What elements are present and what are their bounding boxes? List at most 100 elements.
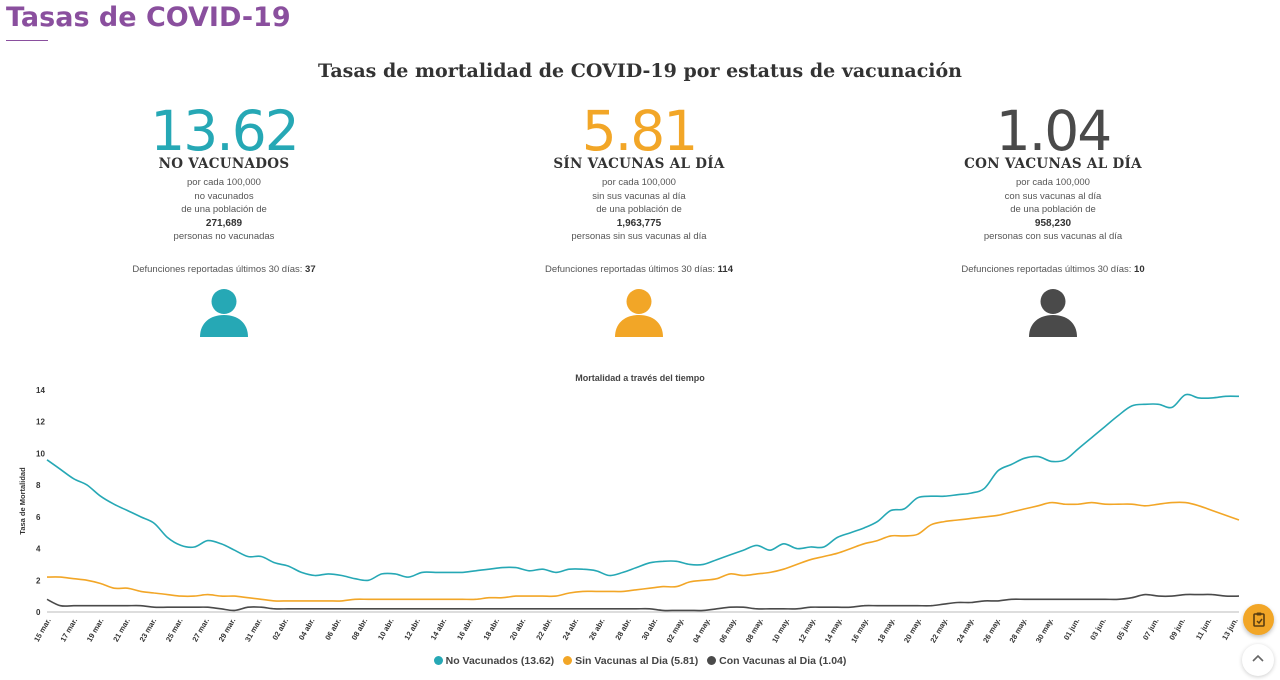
series-line-1 bbox=[46, 501, 1240, 602]
y-tick-label: 14 bbox=[36, 386, 45, 395]
x-tick-label: 12 may. bbox=[796, 617, 817, 645]
x-tick-label: 28 may. bbox=[1007, 617, 1028, 645]
x-tick-label: 11 jun. bbox=[1194, 617, 1213, 642]
y-tick-label: 0 bbox=[36, 608, 41, 617]
x-tick-label: 26 abr. bbox=[587, 617, 607, 642]
x-tick-label: 02 may. bbox=[665, 617, 686, 645]
clipboard-button[interactable] bbox=[1243, 604, 1274, 635]
x-tick-label: 02 abr. bbox=[270, 617, 290, 642]
stat-text: por cada 100,000 bbox=[1016, 177, 1090, 188]
stat-deaths: Defunciones reportadas últimos 30 días: … bbox=[489, 264, 789, 275]
x-tick-label: 20 may. bbox=[902, 617, 923, 645]
x-tick-label: 07 jun. bbox=[1141, 617, 1161, 642]
y-tick-label: 6 bbox=[36, 513, 41, 522]
x-tick-label: 18 abr. bbox=[481, 617, 501, 642]
x-tick-label: 24 may. bbox=[955, 617, 976, 645]
scroll-top-button[interactable] bbox=[1242, 644, 1274, 676]
deaths-count: 37 bbox=[305, 263, 316, 275]
x-tick-label: 21 mar. bbox=[111, 617, 132, 644]
legend-label: No Vacunados (13.62) bbox=[445, 655, 555, 667]
stat-no-vacunados: 13.62 NO VACUNADOS por cada 100,000 no v… bbox=[74, 100, 374, 339]
stat-population: 271,689 bbox=[205, 217, 243, 229]
stat-text: con sus vacunas al día bbox=[1004, 190, 1102, 202]
person-head bbox=[626, 288, 652, 314]
stat-deaths: Defunciones reportadas últimos 30 días: … bbox=[903, 264, 1203, 275]
person-head bbox=[1040, 288, 1066, 314]
stat-text: de una población de bbox=[1010, 204, 1096, 215]
x-tick-label: 08 may. bbox=[744, 617, 765, 645]
deaths-label: Defunciones reportadas últimos 30 días: bbox=[544, 263, 716, 275]
page-title: Tasas de COVID-19 bbox=[6, 2, 291, 33]
person-body bbox=[200, 314, 248, 337]
y-tick-label: 4 bbox=[36, 545, 41, 554]
mortality-line-chart: Tasa de Mortalidad 0 2 4 6 8 10 12 14 15 mar. 17 m… bbox=[18, 386, 1240, 645]
x-tick-label: 01 jun. bbox=[1062, 617, 1082, 642]
y-tick-label: 10 bbox=[36, 449, 45, 458]
deaths-label: Defunciones reportadas últimos 30 días: bbox=[961, 263, 1132, 275]
x-tick-label: 04 abr. bbox=[297, 617, 317, 642]
stat-deaths: Defunciones reportadas últimos 30 días: … bbox=[74, 264, 374, 275]
stat-population: 958,230 bbox=[1034, 217, 1072, 229]
series-line-0 bbox=[46, 393, 1240, 582]
x-tick-label: 27 mar. bbox=[190, 617, 211, 644]
person-body bbox=[615, 314, 663, 337]
deaths-count: 114 bbox=[717, 263, 733, 275]
stat-text: de una población de bbox=[596, 204, 682, 215]
x-tick-label: 06 may. bbox=[717, 617, 738, 645]
stat-text: de una población de bbox=[181, 204, 267, 215]
stat-text: personas sin sus vacunas al día bbox=[571, 231, 707, 242]
x-tick-label: 29 mar. bbox=[217, 617, 238, 644]
x-tick-label: 08 abr. bbox=[350, 617, 370, 642]
person-icon bbox=[615, 288, 663, 337]
x-tick-label: 28 abr. bbox=[613, 617, 633, 642]
stat-label: SÍN VACUNAS AL DÍA bbox=[553, 156, 725, 172]
y-axis-label: Tasa de Mortalidad bbox=[18, 467, 27, 535]
x-tick-label: 15 mar. bbox=[32, 617, 53, 644]
x-tick-label: 14 may. bbox=[823, 617, 844, 645]
stat-label: CON VACUNAS AL DÍA bbox=[964, 156, 1142, 172]
stat-value: 1.04 bbox=[995, 99, 1112, 163]
x-tick-label: 25 mar. bbox=[164, 617, 185, 644]
series-line-2 bbox=[46, 593, 1240, 612]
x-tick-label: 16 abr. bbox=[455, 617, 475, 642]
legend-dot bbox=[707, 656, 717, 665]
legend-label: Sin Vacunas al Dia (5.81) bbox=[575, 655, 699, 667]
x-tick-label: 14 abr. bbox=[429, 617, 449, 642]
deaths-label: Defunciones reportadas últimos 30 días: bbox=[132, 263, 303, 275]
legend-item-con-vacunas[interactable]: Con Vacunas al Dia (1.04) bbox=[707, 655, 846, 667]
x-tick-label: 24 abr. bbox=[561, 617, 581, 642]
stat-sin-vacunas: 5.81 SÍN VACUNAS AL DÍA por cada 100,000… bbox=[489, 100, 789, 339]
x-tick-label: 03 jun. bbox=[1088, 617, 1108, 642]
x-tick-label: 22 abr. bbox=[534, 617, 554, 642]
y-tick-label: 12 bbox=[36, 418, 45, 427]
x-tick-label: 10 may. bbox=[770, 617, 791, 645]
x-tick-label: 26 may. bbox=[981, 617, 1002, 645]
person-head bbox=[211, 288, 237, 314]
stat-con-vacunas: 1.04 CON VACUNAS AL DÍA por cada 100,000… bbox=[903, 100, 1203, 339]
chart-legend: No Vacunados (13.62) Sin Vacunas al Dia … bbox=[0, 655, 1280, 667]
stat-text: por cada 100,000 bbox=[602, 177, 676, 188]
chart-title: Mortalidad a través del tiempo bbox=[575, 373, 705, 383]
x-tick-label: 17 mar. bbox=[58, 617, 79, 644]
x-tick-label: 18 may. bbox=[876, 617, 897, 645]
stat-text: por cada 100,000 bbox=[187, 177, 261, 188]
stat-label: NO VACUNADOS bbox=[158, 156, 290, 172]
deaths-count: 10 bbox=[1134, 263, 1145, 275]
clipboard-icon bbox=[1252, 612, 1265, 627]
x-tick-label: 06 abr. bbox=[323, 617, 343, 642]
stat-text: sin sus vacunas al día bbox=[592, 190, 686, 202]
x-tick-label: 16 may. bbox=[849, 617, 870, 645]
legend-item-no-vacunados[interactable]: No Vacunados (13.62) bbox=[433, 655, 555, 667]
section-title: Tasas de mortalidad de COVID-19 por esta… bbox=[318, 60, 962, 82]
legend-item-sin-vacunas[interactable]: Sin Vacunas al Dia (5.81) bbox=[563, 655, 698, 667]
stat-value: 13.62 bbox=[150, 99, 299, 163]
stat-value: 5.81 bbox=[581, 99, 698, 163]
x-tick-label: 12 abr. bbox=[402, 617, 422, 642]
person-icon bbox=[200, 288, 248, 337]
x-tick-label: 23 mar. bbox=[138, 617, 159, 644]
x-tick-label: 22 may. bbox=[928, 617, 949, 645]
y-tick-label: 2 bbox=[36, 576, 41, 585]
chevron-up-icon bbox=[1252, 654, 1264, 662]
y-tick-label: 8 bbox=[36, 481, 41, 490]
stat-text: no vacunados bbox=[194, 190, 254, 202]
